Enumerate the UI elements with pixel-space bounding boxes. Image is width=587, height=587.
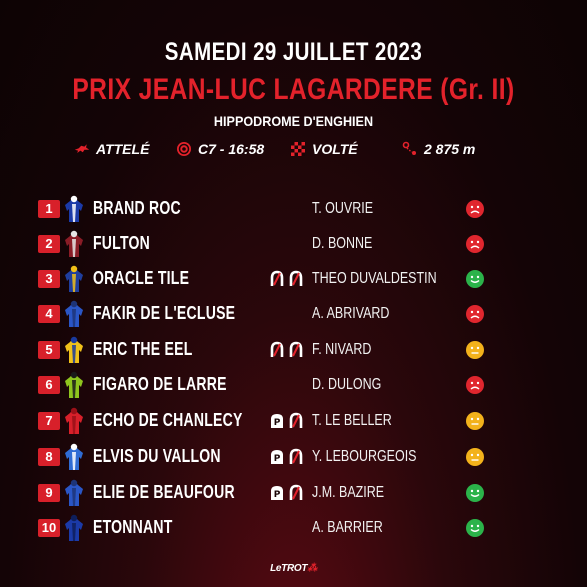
- plate-shoe-icon: P: [268, 448, 286, 466]
- jockey-silk-icon: [63, 336, 85, 364]
- runner-number-badge: 10: [38, 519, 60, 537]
- horse-name: FULTON: [93, 233, 151, 253]
- shoeing-indicators: [268, 270, 305, 288]
- letrot-logo: LeTROT⁂: [270, 563, 317, 574]
- driver-name: T. LE BELLER: [312, 412, 392, 429]
- form-good-icon: [465, 518, 485, 538]
- discipline-item: ATTELÉ: [74, 141, 149, 157]
- horse-name: ELIE DE BEAUFOUR: [93, 482, 235, 502]
- runner-row[interactable]: 3 ORACLE TILE THEO DUVALDESTIN: [0, 262, 587, 296]
- venue: HIPPODROME D'ENGHIEN: [213, 113, 374, 129]
- runner-number-badge: 4: [38, 305, 60, 323]
- barefoot-icon: [287, 270, 305, 288]
- barefoot-icon: [287, 412, 305, 430]
- driver-name: D. BONNE: [312, 235, 373, 252]
- jockey-silk-icon: [63, 265, 85, 293]
- horse-name: FAKIR DE L'ECLUSE: [93, 303, 236, 323]
- start-type-label: VOLTÉ: [312, 141, 358, 157]
- race-code-label: C7 - 16:58: [198, 141, 265, 157]
- runner-row[interactable]: 7 ECHO DE CHANLECY P T. LE BELLER: [0, 404, 587, 438]
- runner-row[interactable]: 4 FAKIR DE L'ECLUSE A. ABRIVARD: [0, 297, 587, 331]
- shoeing-indicators: [268, 341, 305, 359]
- route-icon: [402, 141, 416, 155]
- driver-name: THEO DUVALDESTIN: [312, 270, 437, 287]
- form-neutral-icon: [465, 340, 485, 360]
- form-bad-icon: [465, 199, 485, 219]
- jockey-silk-icon: [63, 514, 85, 542]
- target-icon: [177, 142, 191, 156]
- horse-name: ECHO DE CHANLECY: [93, 410, 243, 430]
- logo-text: LeTROT: [270, 563, 308, 574]
- shoeing-indicators: P: [268, 484, 305, 502]
- horse-name: ORACLE TILE: [93, 268, 190, 288]
- runner-number-badge: 1: [38, 200, 60, 218]
- jockey-silk-icon: [63, 479, 85, 507]
- runner-row[interactable]: 5 ERIC THE EEL F. NIVARD: [0, 333, 587, 367]
- horse-name: ETONNANT: [93, 517, 173, 537]
- start-type-item: VOLTÉ: [290, 141, 358, 157]
- driver-name: J.M. BAZIRE: [312, 484, 385, 501]
- barefoot-icon: [268, 341, 286, 359]
- shoeing-indicators: P: [268, 448, 305, 466]
- discipline-label: ATTELÉ: [96, 141, 150, 157]
- runner-row[interactable]: 8 ELVIS DU VALLON P Y. LEBOURGEOIS: [0, 440, 587, 474]
- runner-row[interactable]: 9 ELIE DE BEAUFOUR P J.M. BAZIRE: [0, 476, 587, 510]
- barefoot-icon: [287, 341, 305, 359]
- barefoot-icon: [287, 484, 305, 502]
- form-bad-icon: [465, 375, 485, 395]
- trotter-icon: [74, 144, 90, 153]
- driver-name: Y. LEBOURGEOIS: [312, 448, 417, 465]
- jockey-silk-icon: [63, 371, 85, 399]
- distance-label: 2 875 m: [424, 141, 476, 157]
- race-title: PRIX JEAN-LUC LAGARDERE (Gr. II): [72, 73, 515, 106]
- checkered-flag-icon: [291, 142, 305, 156]
- shoeing-indicators: P: [268, 412, 305, 430]
- race-date: SAMEDI 29 JUILLET 2023: [164, 38, 423, 66]
- runner-number-badge: 2: [38, 235, 60, 253]
- form-good-icon: [465, 269, 485, 289]
- form-neutral-icon: [465, 411, 485, 431]
- horse-name: BRAND ROC: [93, 198, 181, 218]
- runner-number-badge: 6: [38, 376, 60, 394]
- horse-name: FIGARO DE LARRE: [93, 374, 227, 394]
- jockey-silk-icon: [63, 407, 85, 435]
- form-bad-icon: [465, 304, 485, 324]
- jockey-silk-icon: [63, 443, 85, 471]
- jockey-silk-icon: [63, 230, 85, 258]
- runner-row[interactable]: 10 ETONNANT A. BARRIER: [0, 511, 587, 545]
- distance-item: 2 875 m: [402, 141, 475, 157]
- driver-name: A. BARRIER: [312, 519, 383, 536]
- barefoot-icon: [268, 270, 286, 288]
- horse-name: ERIC THE EEL: [93, 339, 193, 359]
- runner-number-badge: 8: [38, 448, 60, 466]
- runner-row[interactable]: 6 FIGARO DE LARRE D. DULONG: [0, 368, 587, 402]
- form-bad-icon: [465, 234, 485, 254]
- runner-row[interactable]: 1 BRAND ROC T. OUVRIE: [0, 192, 587, 226]
- driver-name: A. ABRIVARD: [312, 305, 390, 322]
- barefoot-icon: [287, 448, 305, 466]
- plate-shoe-icon: P: [268, 412, 286, 430]
- form-neutral-icon: [465, 447, 485, 467]
- driver-name: D. DULONG: [312, 376, 382, 393]
- svg-text:P: P: [274, 418, 281, 428]
- runner-number-badge: 5: [38, 341, 60, 359]
- svg-text:P: P: [274, 490, 281, 500]
- runner-number-badge: 9: [38, 484, 60, 502]
- driver-name: T. OUVRIE: [312, 200, 374, 217]
- form-good-icon: [465, 483, 485, 503]
- jockey-silk-icon: [63, 300, 85, 328]
- race-code-item: C7 - 16:58: [176, 141, 264, 157]
- race-meta: ATTELÉ C7 - 16:58 VOLTÉ 2 875 m: [0, 141, 587, 163]
- jockey-silk-icon: [63, 195, 85, 223]
- runner-number-badge: 3: [38, 270, 60, 288]
- runner-row[interactable]: 2 FULTON D. BONNE: [0, 227, 587, 261]
- svg-text:P: P: [274, 454, 281, 464]
- plate-shoe-icon: P: [268, 484, 286, 502]
- runner-number-badge: 7: [38, 412, 60, 430]
- driver-name: F. NIVARD: [312, 341, 372, 358]
- horse-name: ELVIS DU VALLON: [93, 446, 221, 466]
